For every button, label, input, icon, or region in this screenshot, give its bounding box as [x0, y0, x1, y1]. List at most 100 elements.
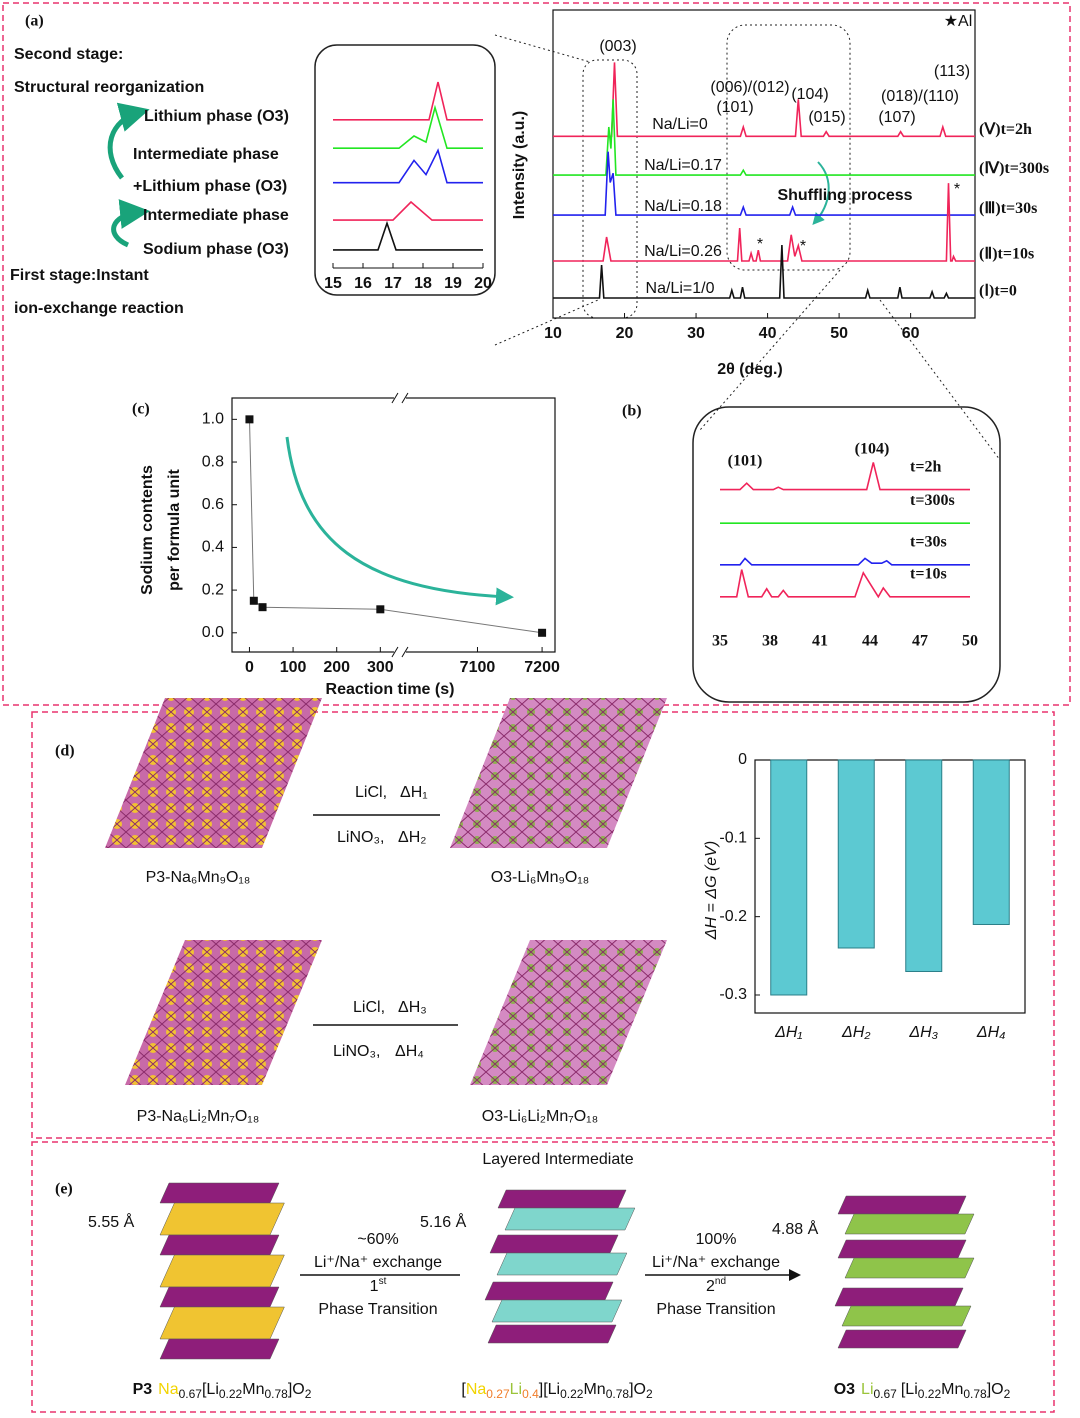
series-line — [553, 183, 975, 262]
series-label: t=10s — [910, 565, 947, 582]
y-tick-label: -0.2 — [719, 908, 747, 925]
decoration — [125, 940, 322, 1085]
x-axis-label: 2θ (deg.) — [717, 361, 783, 378]
text-part: nd — [715, 1276, 726, 1287]
x-tick-label: 50 — [962, 633, 978, 650]
point — [245, 415, 254, 424]
text-part: 0.67 — [874, 1387, 898, 1401]
decoration — [285, 436, 514, 606]
reagent-label: ΔH₃ — [398, 999, 427, 1016]
axis-break — [393, 649, 406, 655]
compound-label: P3-Na₆Li₂Mn₇O₁₈ — [137, 1108, 260, 1125]
decoration — [470, 940, 667, 1085]
annotation: Na/Li=0.18 — [644, 198, 722, 215]
axis-break — [391, 646, 409, 658]
text-part: ]O — [288, 1381, 305, 1398]
y-tick-label: -0.1 — [719, 830, 747, 847]
series-line — [333, 148, 483, 184]
exchange-label: Li⁺/Na⁺ exchange — [652, 1254, 780, 1271]
annotation: (107) — [878, 109, 915, 126]
formula: P3 Na0.67[Li0.22Mn0.78]O2 — [133, 1381, 312, 1401]
series-line — [553, 244, 975, 299]
step-order: 2nd — [706, 1276, 726, 1296]
x-tick-label: 0 — [245, 659, 254, 676]
x-tick-label: ΔH₂ — [841, 1024, 870, 1041]
decoration — [300, 814, 798, 1275]
series-line — [720, 569, 970, 599]
layer — [841, 1305, 972, 1327]
spacing-label: 4.88 Å — [772, 1219, 819, 1238]
layer — [159, 1234, 280, 1256]
step-label: Phase Transition — [318, 1301, 437, 1318]
y-axis-label: ΔH = ΔG (eV) — [703, 841, 720, 940]
reagent-label: LiCl, — [353, 999, 385, 1016]
y-axis-label: per formula unit — [166, 468, 183, 590]
text-part: 0.4 — [522, 1387, 539, 1401]
decoration — [107, 102, 150, 180]
text-part: ]O — [987, 1381, 1004, 1398]
layer — [497, 1189, 627, 1209]
layer — [484, 1281, 614, 1301]
series-label: (Ⅲ)t=30s — [979, 200, 1037, 217]
text-part: Na — [466, 1381, 487, 1398]
decoration — [450, 698, 667, 848]
text-part: 2 — [1004, 1387, 1011, 1401]
percent-label: 100% — [696, 1231, 737, 1248]
x-tick-label: 7200 — [524, 659, 560, 676]
y-tick-label: 0.8 — [202, 453, 224, 470]
series-line — [333, 81, 483, 121]
annotation: (104) — [855, 441, 890, 458]
series-label: t=30s — [910, 533, 947, 550]
reagent-label: ΔH₂ — [398, 829, 426, 846]
label: First stage:Instant — [10, 267, 149, 284]
series-line — [333, 200, 483, 221]
annotation: ★Al — [944, 13, 973, 30]
label: +Lithium phase (O3) — [133, 178, 287, 195]
x-tick-label: 47 — [912, 633, 928, 650]
panel-label: (a) — [25, 13, 44, 30]
x-tick-label: 38 — [762, 633, 778, 650]
exchange-label: Li⁺/Na⁺ exchange — [314, 1254, 442, 1271]
layer — [159, 1338, 280, 1360]
series-line — [333, 220, 483, 251]
text-part: 0.78 — [264, 1387, 288, 1401]
series-line — [333, 104, 483, 149]
label: Second stage: — [14, 46, 123, 63]
axis-break — [391, 392, 409, 404]
reagent-label: LiNO₃, — [333, 1043, 380, 1060]
x-tick-label: ΔH₁ — [774, 1024, 802, 1041]
series-label: (Ⅰ)t=0 — [979, 283, 1017, 300]
series-line — [553, 99, 975, 176]
annotation: (006)/(012) — [710, 79, 789, 96]
layer — [489, 1234, 619, 1254]
text-part: Na — [158, 1381, 179, 1398]
text-part: ][Li — [539, 1381, 560, 1398]
x-tick-label: ΔH₄ — [976, 1024, 1006, 1041]
text-part: 0.27 — [486, 1387, 510, 1401]
y-tick-label: 0.0 — [202, 624, 224, 641]
point — [258, 603, 267, 612]
label: Intermediate phase — [133, 146, 279, 163]
panel-label: (b) — [622, 403, 642, 420]
x-tick-label: 7100 — [460, 659, 496, 676]
text-part: Mn — [941, 1381, 963, 1398]
title: Layered Intermediate — [482, 1151, 633, 1168]
bar — [770, 759, 808, 996]
series-label: t=300s — [910, 492, 955, 509]
text-part: 0.67 — [179, 1387, 203, 1401]
point — [376, 605, 385, 614]
x-tick-label: 15 — [324, 275, 342, 292]
compound-label: O3-Li₆Li₂Mn₇O₁₈ — [482, 1108, 598, 1125]
plot-frame — [552, 9, 976, 319]
label: Lithium phase (O3) — [144, 108, 289, 125]
text-part: [Li — [901, 1381, 918, 1398]
layer — [837, 1195, 967, 1215]
layer — [159, 1306, 285, 1340]
series-line — [720, 557, 970, 566]
text-part: 0.78 — [606, 1387, 630, 1401]
x-tick-label: 200 — [323, 659, 350, 676]
x-tick-label: 41 — [812, 633, 828, 650]
y-tick-label: 0.4 — [202, 539, 224, 556]
connector-line — [249, 419, 543, 634]
layer — [844, 1213, 975, 1235]
